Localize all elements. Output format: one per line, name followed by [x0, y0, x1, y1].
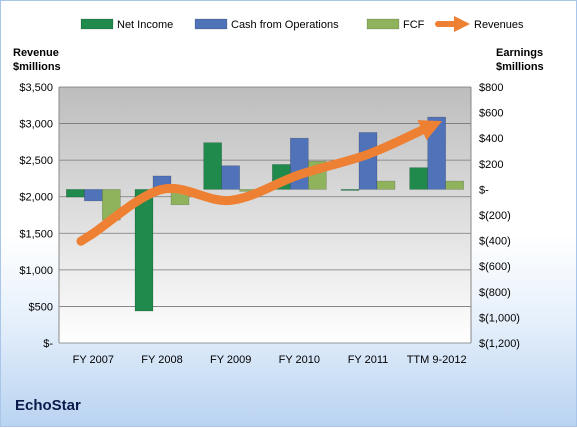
bar-net-income [409, 167, 428, 190]
right-tick-label: $(1,200) [479, 338, 520, 350]
left-tick-label: $500 [29, 301, 53, 313]
right-axis-title-line2: $millions [496, 61, 544, 73]
bar-net-income [340, 189, 360, 191]
legend: Net Income Cash from Operations FCF Revenue… [80, 16, 524, 32]
legend-swatch-cash-from-operations [194, 18, 228, 30]
right-tick-label: $200 [479, 159, 503, 171]
left-axis: $- $500 $1,000 $1,500 $2,000 $2,500 $3,000 $3,5… [19, 82, 53, 350]
bar-cash-from-operations [427, 116, 446, 190]
x-tick-label: FY 2010 [279, 354, 320, 366]
right-tick-label: $(400) [479, 236, 511, 248]
right-axis: $800 $600 $400 $200 $- $(200) $(400) $(600) $(80… [479, 82, 520, 350]
left-tick-label: $2,500 [19, 155, 53, 167]
bar-cash-from-operations [84, 189, 103, 202]
right-tick-label: $(800) [479, 287, 511, 299]
gridlines [58, 86, 472, 344]
bar-net-income [134, 189, 154, 312]
axis-titles: Revenue $millions Earnings $millions [13, 47, 544, 73]
right-tick-label: $- [479, 184, 489, 196]
left-axis-title-line1: Revenue [13, 47, 59, 59]
right-tick-label: $400 [479, 133, 503, 145]
legend-label: Cash from Operations [231, 19, 339, 31]
right-tick-label: $600 [479, 108, 503, 120]
left-tick-label: $2,000 [19, 192, 53, 204]
right-tick-label: $800 [479, 82, 503, 94]
x-tick-label: TTM 9-2012 [407, 354, 467, 366]
legend-label: FCF [403, 19, 425, 31]
legend-label: Net Income [117, 19, 173, 31]
right-tick-label: $(600) [479, 261, 511, 273]
x-tick-label: FY 2007 [73, 354, 114, 366]
revenue-line [76, 125, 427, 246]
bar-net-income [203, 142, 222, 190]
left-tick-label: $1,000 [19, 265, 53, 277]
legend-arrowhead [454, 16, 470, 32]
x-tick-label: FY 2008 [141, 354, 182, 366]
revenue-series [76, 120, 443, 246]
legend-swatch-fcf [366, 18, 400, 30]
right-tick-label: $(200) [479, 210, 511, 222]
company-name: EchoStar [15, 397, 81, 414]
right-tick-label: $(1,000) [479, 312, 520, 324]
legend-swatch-net-income [80, 18, 114, 30]
revenue-arrowhead [417, 120, 443, 141]
left-tick-label: $3,000 [19, 119, 53, 131]
right-axis-title-line1: Earnings [496, 47, 543, 59]
left-axis-title-line2: $millions [13, 61, 61, 73]
x-tick-label: FY 2009 [210, 354, 251, 366]
bar-fcf [376, 180, 396, 190]
legend-label: Revenues [474, 19, 524, 31]
left-tick-label: $1,500 [19, 228, 53, 240]
bar-fcf [445, 180, 464, 190]
left-tick-label: $3,500 [19, 82, 53, 94]
bar-cash-from-operations [221, 165, 240, 190]
bar-net-income [66, 189, 85, 198]
plot-area [59, 87, 471, 343]
left-tick-label: $- [43, 338, 53, 350]
x-axis: FY 2007 FY 2008 FY 2009 FY 2010 FY 2011 TTM 9… [73, 354, 467, 366]
x-tick-label: FY 2011 [348, 354, 389, 366]
